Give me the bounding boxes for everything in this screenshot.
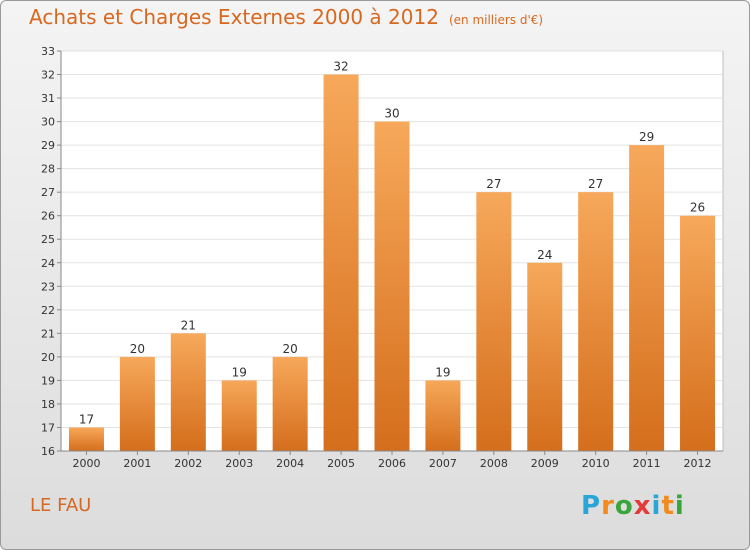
bar [323,74,359,451]
y-tick-label: 17 [41,421,55,434]
bar [221,380,257,451]
y-tick-label: 23 [41,280,55,293]
y-tick-label: 18 [41,398,55,411]
data-label: 19 [435,365,450,379]
y-tick-label: 20 [41,351,55,364]
x-tick-label: 2010 [582,457,610,470]
x-tick-label: 2000 [72,457,100,470]
data-label: 29 [639,130,654,144]
bar [527,262,563,451]
data-label: 30 [384,107,399,121]
bar [170,333,206,451]
data-label: 21 [181,318,196,332]
y-tick-label: 22 [41,304,55,317]
y-tick-label: 26 [41,210,55,223]
data-label: 17 [79,412,94,426]
y-tick-label: 19 [41,374,55,387]
x-tick-label: 2011 [633,457,661,470]
x-tick-label: 2005 [327,457,355,470]
y-tick-label: 16 [41,445,55,458]
data-label: 24 [537,248,552,262]
unit-label: (en milliers d'€) [448,13,544,27]
x-tick-label: 2009 [531,457,559,470]
y-tick-label: 24 [41,257,55,270]
bar [680,215,716,451]
logo-letter: P [581,491,602,521]
x-tick-label: 2012 [684,457,712,470]
bar [68,427,104,451]
data-label: 20 [283,342,298,356]
city-name: LE FAU [30,495,92,516]
y-tick-label: 25 [41,233,55,246]
x-tick-label: 2006 [378,457,406,470]
logo-letter: o [614,491,634,521]
chart-title: Achats et Charges Externes 2000 à 2012 (e… [29,5,543,29]
bar [272,356,308,451]
y-tick-label: 28 [41,163,55,176]
data-label: 27 [588,177,603,191]
bar [476,192,512,452]
logo-letter: i [674,491,685,521]
y-tick-label: 31 [41,92,55,105]
data-label: 32 [333,60,348,74]
bar [425,380,461,451]
y-tick-label: 33 [41,45,55,58]
data-label: 27 [486,177,501,191]
data-label: 20 [130,342,145,356]
bar [629,145,665,451]
proxiti-logo: Proxiti [581,491,685,521]
x-tick-label: 2003 [225,457,253,470]
y-tick-label: 29 [41,139,55,152]
x-tick-label: 2004 [276,457,304,470]
bar [374,121,410,452]
logo-letter: t [661,491,675,521]
y-tick-label: 27 [41,186,55,199]
y-tick-label: 30 [41,116,55,129]
title-text: Achats et Charges Externes 2000 à 2012 [29,5,439,29]
logo-letter: x [633,491,652,521]
logo-letter: i [651,491,662,521]
data-label: 26 [690,201,705,215]
x-tick-label: 2002 [174,457,202,470]
y-tick-label: 32 [41,69,55,82]
y-tick-label: 21 [41,327,55,340]
logo-letter: r [601,491,615,521]
x-tick-label: 2001 [123,457,151,470]
data-label: 19 [232,365,247,379]
x-tick-label: 2008 [480,457,508,470]
bar [578,192,614,452]
bar [119,356,155,451]
x-tick-label: 2007 [429,457,457,470]
